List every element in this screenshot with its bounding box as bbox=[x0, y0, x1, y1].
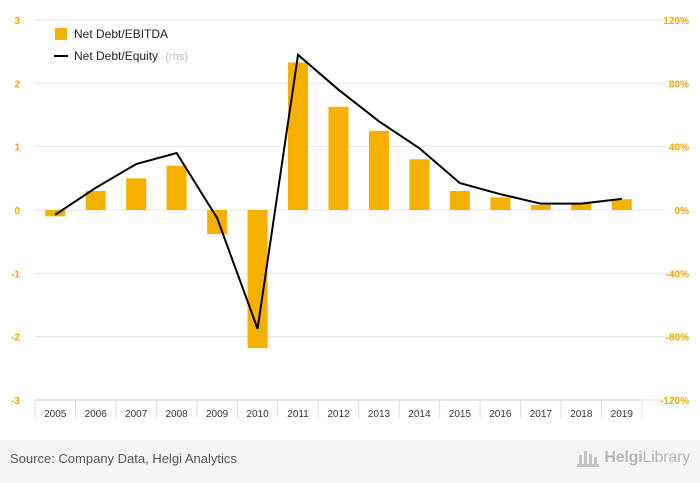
left-tick-label: 0 bbox=[14, 206, 20, 217]
logo-text: HelgiLibrary bbox=[604, 449, 690, 467]
x-tick-label: 2018 bbox=[570, 409, 593, 420]
bar-series bbox=[45, 62, 632, 349]
x-tick-label: 2015 bbox=[449, 409, 472, 420]
x-axis: 2005 2006 2007 2008 2009 2010 2011 2012 2013 2014… bbox=[34, 399, 643, 420]
left-tick-label: -1 bbox=[11, 269, 20, 280]
right-tick-label: 0% bbox=[675, 206, 690, 217]
left-axis-ticks: -3 -2 -1 0 1 2 3 bbox=[11, 16, 20, 407]
bar bbox=[611, 199, 632, 210]
left-tick-label: 1 bbox=[14, 143, 20, 154]
combo-chart: -3 -2 -1 0 1 2 3 -120% -80% -40% 0% 40% 80% 120% 200… bbox=[11, 16, 689, 420]
bar bbox=[328, 106, 349, 210]
footer: Source: Company Data, Helgi Analytics He… bbox=[0, 440, 700, 483]
right-axis-ticks: -120% -80% -40% 0% 40% 80% 120% bbox=[660, 16, 689, 407]
bar bbox=[571, 203, 592, 210]
x-tick-label: 2013 bbox=[368, 409, 391, 420]
legend-swatch-bar bbox=[55, 28, 67, 40]
bar bbox=[490, 197, 511, 210]
left-tick-label: 3 bbox=[14, 16, 20, 27]
line-series bbox=[54, 52, 622, 330]
legend: Net Debt/EBITDA Net Debt/Equity (rhs) bbox=[54, 27, 188, 63]
bar bbox=[126, 178, 147, 210]
x-tick-label: 2019 bbox=[611, 409, 634, 420]
left-tick-label: -2 bbox=[11, 333, 20, 344]
right-tick-label: -80% bbox=[666, 333, 689, 344]
legend-label-line-name: Net Debt/Equity bbox=[74, 49, 158, 63]
x-tick-label: 2007 bbox=[125, 409, 148, 420]
bar bbox=[449, 191, 470, 210]
right-tick-label: -40% bbox=[666, 269, 689, 280]
right-tick-label: 40% bbox=[669, 143, 689, 154]
library-building-icon bbox=[577, 451, 600, 467]
bar bbox=[207, 210, 228, 235]
x-tick-label: 2009 bbox=[206, 409, 229, 420]
x-tick-label: 2016 bbox=[489, 409, 512, 420]
legend-label-line: Net Debt/Equity (rhs) bbox=[74, 49, 188, 63]
bar bbox=[409, 159, 430, 210]
legend-label-bar: Net Debt/EBITDA bbox=[74, 27, 168, 41]
bar bbox=[166, 165, 187, 210]
right-tick-label: -120% bbox=[660, 396, 689, 407]
x-tick-label: 2005 bbox=[44, 409, 67, 420]
bar bbox=[530, 204, 551, 210]
x-tick-label: 2014 bbox=[408, 409, 431, 420]
logo-text-light: Library bbox=[642, 449, 690, 466]
x-tick-label: 2006 bbox=[85, 409, 108, 420]
bar bbox=[45, 210, 66, 217]
helgi-library-logo[interactable]: HelgiLibrary bbox=[577, 449, 690, 467]
right-tick-label: 80% bbox=[669, 79, 689, 90]
bar bbox=[368, 130, 389, 210]
right-tick-label: 120% bbox=[663, 16, 689, 27]
x-tick-label: 2011 bbox=[287, 409, 309, 420]
logo-text-bold: Helgi bbox=[604, 449, 643, 466]
x-tick-label: 2010 bbox=[246, 409, 269, 420]
legend-label-line-suffix: (rhs) bbox=[165, 51, 188, 63]
bar bbox=[288, 62, 309, 210]
x-tick-label: 2017 bbox=[530, 409, 553, 420]
bar bbox=[85, 191, 106, 210]
line-path bbox=[54, 52, 622, 330]
x-tick-label: 2012 bbox=[327, 409, 350, 420]
source-text: Source: Company Data, Helgi Analytics bbox=[10, 451, 237, 466]
x-tick-label: 2008 bbox=[166, 409, 189, 420]
left-tick-label: -3 bbox=[11, 396, 20, 407]
left-tick-label: 2 bbox=[14, 79, 20, 90]
